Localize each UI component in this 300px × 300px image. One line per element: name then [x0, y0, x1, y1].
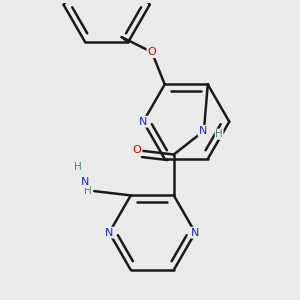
Text: N: N — [199, 126, 207, 136]
Text: N: N — [139, 117, 147, 127]
Text: N: N — [191, 228, 200, 238]
Text: O: O — [133, 145, 142, 155]
Text: N: N — [81, 177, 89, 187]
Text: H: H — [74, 162, 82, 172]
Text: O: O — [147, 47, 156, 57]
Text: N: N — [105, 228, 113, 238]
Text: H: H — [84, 186, 92, 196]
Text: H: H — [215, 129, 223, 139]
